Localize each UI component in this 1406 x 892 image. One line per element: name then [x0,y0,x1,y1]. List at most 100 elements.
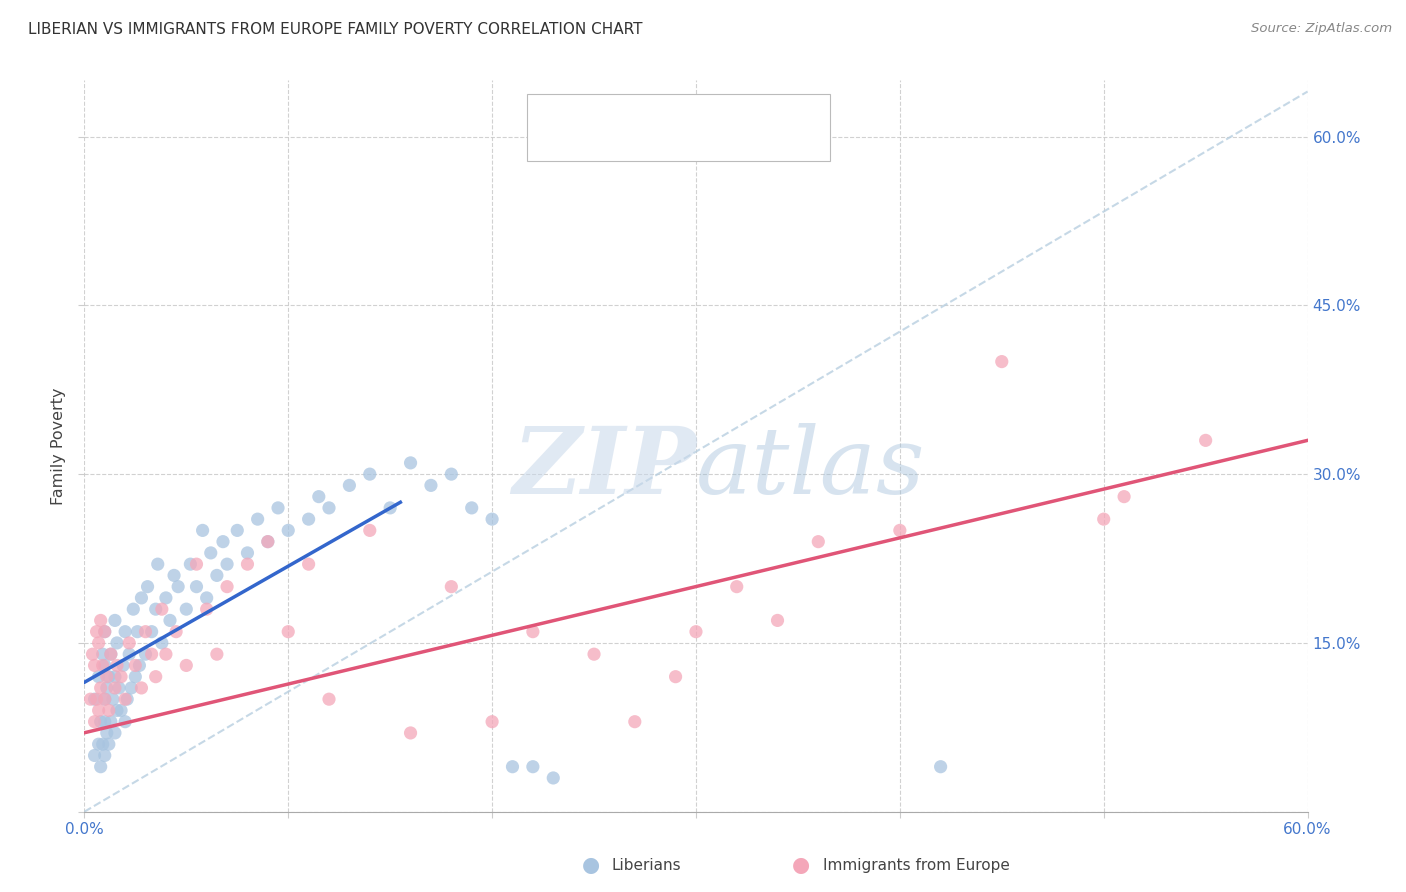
Point [159,614,181,628]
Point [90,760,112,774]
Point [236,557,259,571]
Point [359,524,381,538]
Point [131,591,153,605]
Point [124,658,146,673]
Point [318,500,340,515]
Point [176,658,198,673]
Point [100,714,122,729]
Point [217,580,239,594]
Point [1092,512,1115,526]
Point [83,714,105,729]
Point [86,692,108,706]
Point [929,760,952,774]
Text: ●: ● [582,855,599,875]
Point [96,681,118,695]
Point [93,748,117,763]
Point [146,557,169,571]
Point [991,354,1014,368]
Point [141,624,163,639]
Point [105,658,128,673]
Point [163,568,186,582]
Text: LIBERIAN VS IMMIGRANTS FROM EUROPE FAMILY POVERTY CORRELATION CHART: LIBERIAN VS IMMIGRANTS FROM EUROPE FAMIL… [28,22,643,37]
Point [91,658,114,673]
Point [725,580,748,594]
Point [359,467,381,482]
Point [440,580,463,594]
Point [481,714,503,729]
Point [179,557,201,571]
Point [97,703,120,717]
Point [624,714,647,729]
Point [167,580,190,594]
Point [105,703,128,717]
Point [104,614,127,628]
Point [120,681,142,695]
Point [277,624,299,639]
Point [685,624,707,639]
Point [87,636,110,650]
Text: R =: R = [579,140,619,155]
Point [83,658,105,673]
Point [176,602,198,616]
Point [150,602,173,616]
Point [205,647,228,661]
Point [186,580,208,594]
Text: N =: N = [654,113,700,128]
Point [127,624,149,639]
Point [461,500,484,515]
Point [440,467,463,482]
Point [399,456,422,470]
Point [90,614,112,628]
Point [118,647,141,661]
Text: atlas: atlas [696,423,925,513]
Point [110,670,132,684]
Point [583,647,606,661]
Text: Liberians: Liberians [612,858,682,872]
Y-axis label: Family Poverty: Family Poverty [51,387,66,505]
Point [79,692,101,706]
Point [420,478,443,492]
Point [91,647,114,661]
Point [1114,490,1136,504]
Point [186,557,208,571]
Point [212,534,235,549]
Point [246,512,269,526]
Point [93,714,117,729]
Point [155,647,177,661]
Point [112,658,135,673]
Point [766,614,789,628]
Point [195,591,218,605]
Point [141,647,163,661]
Text: ●: ● [793,855,810,875]
Point [114,624,136,639]
Point [122,602,145,616]
Point [91,737,114,751]
Point [83,692,105,706]
Point [889,524,911,538]
Point [87,703,110,717]
Point [1195,434,1218,448]
Point [145,670,167,684]
Text: 56: 56 [689,140,711,155]
Point [665,670,688,684]
Point [118,636,141,650]
Point [82,647,104,661]
Point [145,602,167,616]
Point [318,692,340,706]
Point [90,681,112,695]
Point [114,692,136,706]
Point [86,624,108,639]
Point [104,726,127,740]
Point [93,624,117,639]
Point [543,771,565,785]
Point [267,500,290,515]
Point [236,546,259,560]
Point [257,534,280,549]
Text: 78: 78 [689,113,711,128]
Point [298,557,321,571]
Point [104,670,127,684]
Point [277,524,299,538]
Text: N =: N = [654,140,700,155]
Point [136,580,159,594]
Point [93,624,117,639]
